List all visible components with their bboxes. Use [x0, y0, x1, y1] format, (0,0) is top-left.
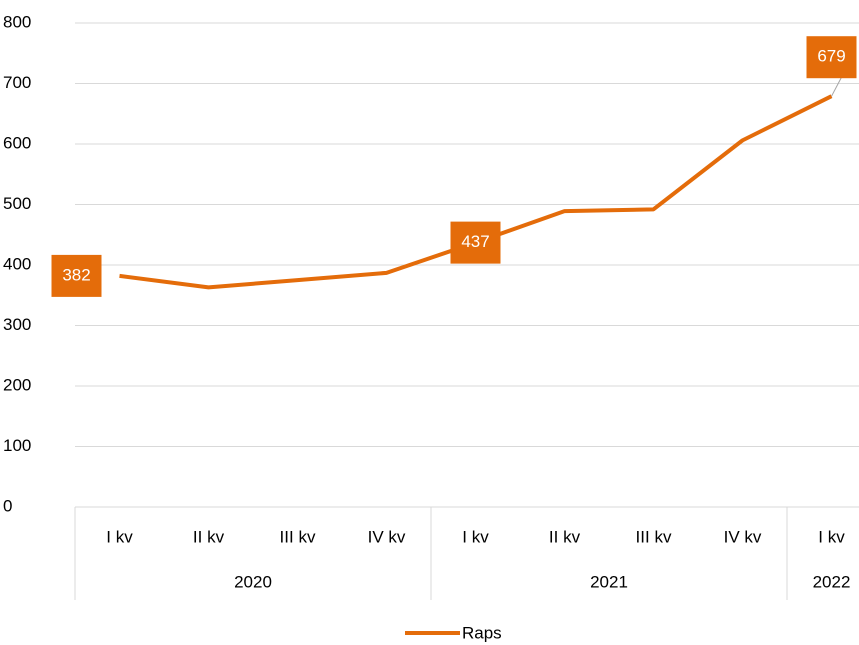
- x-tick-label: I kv: [462, 527, 489, 546]
- y-tick-label: 800: [3, 12, 31, 31]
- y-tick-label: 400: [3, 254, 31, 273]
- y-tick-label: 300: [3, 315, 31, 334]
- x-tick-label: II kv: [549, 527, 581, 546]
- x-tick-label: I kv: [106, 527, 133, 546]
- leader-line: [831, 76, 842, 97]
- x-tick-label: III kv: [636, 527, 672, 546]
- data-label: 382: [62, 265, 90, 284]
- group-label: 2021: [590, 572, 628, 591]
- x-tick-label: II kv: [193, 527, 225, 546]
- x-tick-label: IV kv: [724, 527, 762, 546]
- y-tick-label: 200: [3, 375, 31, 394]
- legend-label: Raps: [462, 623, 502, 642]
- group-label: 2022: [813, 572, 851, 591]
- y-tick-label: 500: [3, 194, 31, 213]
- x-tick-label: III kv: [280, 527, 316, 546]
- y-tick-label: 100: [3, 436, 31, 455]
- group-label: 2020: [234, 572, 272, 591]
- y-tick-label: 0: [3, 496, 12, 515]
- data-label-box: [806, 36, 857, 79]
- data-label: 437: [461, 232, 489, 251]
- data-label-box: [51, 254, 102, 297]
- x-tick-label: I kv: [818, 527, 845, 546]
- y-tick-label: 700: [3, 73, 31, 92]
- data-label-box: [450, 221, 501, 264]
- data-label: 679: [817, 47, 845, 66]
- x-tick-label: IV kv: [368, 527, 406, 546]
- y-tick-label: 600: [3, 133, 31, 152]
